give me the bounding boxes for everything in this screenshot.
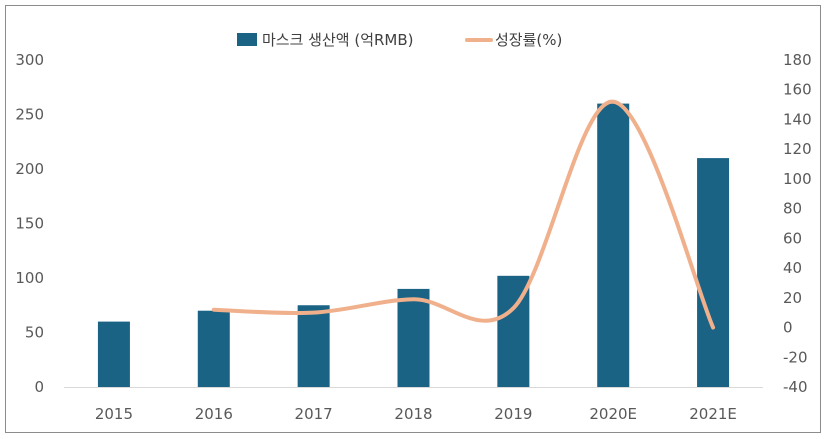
right-axis-tick-label: 60 [783, 229, 802, 247]
bar-2016 [197, 310, 230, 387]
right-axis-tick-label: 140 [783, 110, 812, 128]
legend-bar-swatch [237, 33, 257, 46]
bar-series [97, 103, 730, 387]
x-axis-labels: 2015 2016 2017 2018 2019 2020E 2021E [95, 405, 737, 423]
bar-2021E [697, 158, 730, 387]
legend-bar-label: 마스크 생산액 (억RMB) [262, 31, 414, 49]
right-axis-tick-label: 0 [783, 319, 793, 337]
x-axis-tick-label: 2021E [689, 405, 737, 423]
x-axis-tick-label: 2018 [394, 405, 432, 423]
x-axis-tick-label: 2020E [589, 405, 637, 423]
left-axis-tick-label: 250 [15, 106, 44, 124]
right-axis-tick-label: 100 [783, 170, 812, 188]
left-axis-tick-label: 150 [15, 215, 44, 233]
left-axis-tick-label: 300 [15, 51, 44, 69]
left-axis-tick-label: 50 [25, 324, 44, 342]
x-axis-tick-label: 2016 [195, 405, 233, 423]
growth-rate-line [211, 99, 716, 330]
bar-2015 [97, 321, 130, 387]
left-axis-tick-label: 200 [15, 160, 44, 178]
right-axis-tick-label: -20 [783, 348, 808, 366]
legend-line-label: 성장률(%) [495, 31, 562, 49]
right-axis-tick-label: 120 [783, 140, 812, 158]
right-axis-tick-label: 40 [783, 259, 802, 277]
bar-2018 [397, 288, 430, 387]
bar-2020E [597, 103, 630, 387]
bar-2017 [297, 305, 330, 387]
x-axis-tick-label: 2015 [95, 405, 133, 423]
x-axis-tick-label: 2017 [295, 405, 333, 423]
left-axis-tick-label: 100 [15, 269, 44, 287]
right-y-axis: -40 -20 0 20 40 60 80 100 120 140 160 180 [783, 51, 812, 396]
right-axis-tick-label: 80 [783, 200, 802, 218]
right-axis-tick-label: -40 [783, 378, 808, 396]
right-axis-tick-label: 180 [783, 51, 812, 69]
x-axis-tick-label: 2019 [494, 405, 532, 423]
right-axis-tick-label: 20 [783, 289, 802, 307]
left-axis-tick-label: 0 [34, 378, 44, 396]
right-axis-tick-label: 160 [783, 81, 812, 99]
chart-legend: 마스크 생산액 (억RMB) 성장률(%) [237, 31, 562, 49]
left-y-axis: 0 50 100 150 200 250 300 [15, 51, 44, 396]
